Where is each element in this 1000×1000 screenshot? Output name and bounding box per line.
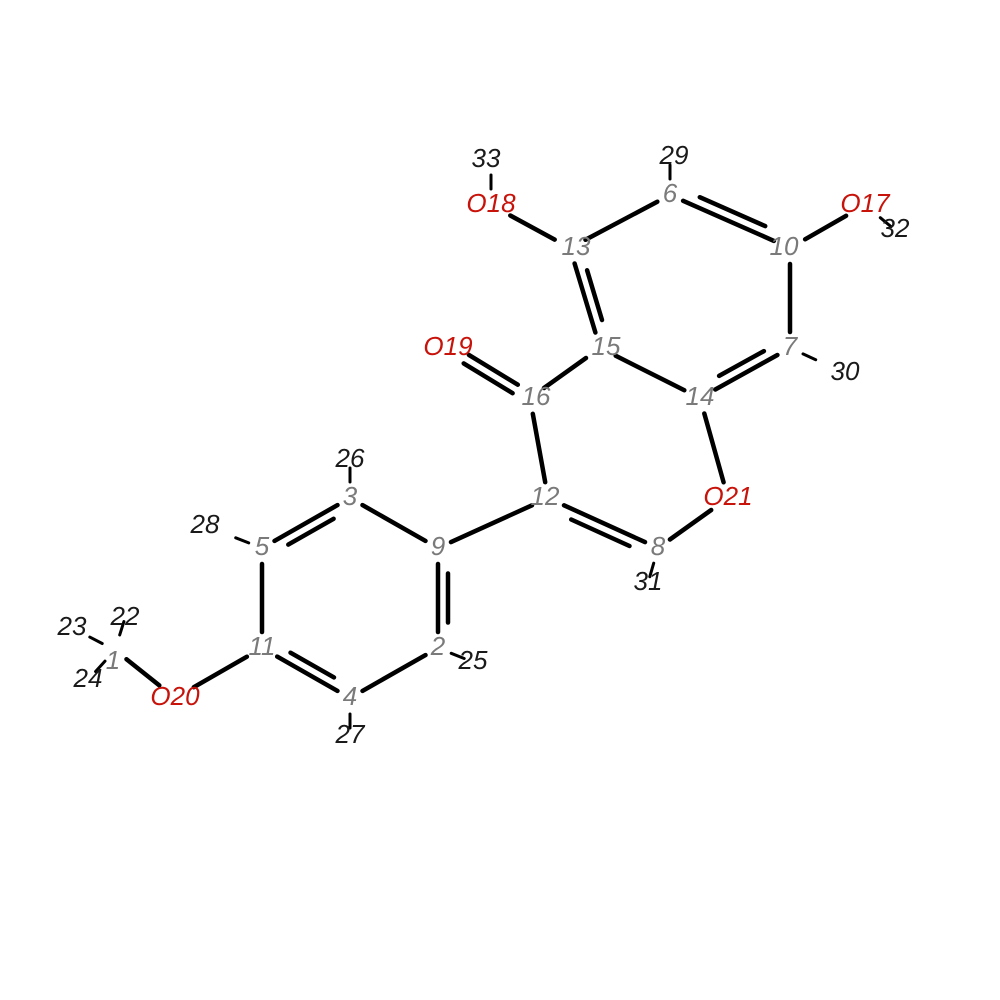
atom-label-20: O20 [150,681,200,711]
atom-label-9: 9 [431,531,445,561]
atom-label-4: 4 [343,681,357,711]
atom-label-10: 10 [770,231,799,261]
atom-label-23: 23 [57,611,87,641]
atom-label-16: 16 [522,381,551,411]
atom-label-24: 24 [73,663,103,693]
atom-label-3: 3 [343,481,358,511]
atom-label-25: 25 [458,645,488,675]
atom-label-11: 11 [249,631,276,661]
labels-layer: 12345678910111213141516O17O18O19O20O2122… [57,140,910,749]
atom-label-14: 14 [686,381,715,411]
atom-label-2: 2 [430,631,446,661]
atom-label-8: 8 [651,531,666,561]
atom-label-1: 1 [106,645,120,675]
atom-label-30: 30 [831,356,860,386]
atom-label-28: 28 [190,509,220,539]
atom-label-13: 13 [562,231,591,261]
atom-label-12: 12 [531,481,560,511]
atom-label-19: O19 [423,331,472,361]
atom-label-31: 31 [634,566,663,596]
atom-label-21: O21 [703,481,752,511]
atom-label-32: 32 [881,213,910,243]
atom-label-27: 27 [335,719,366,749]
atom-label-5: 5 [255,531,270,561]
atom-label-18: O18 [466,188,516,218]
atom-label-15: 15 [592,331,621,361]
atom-label-29: 29 [659,140,689,170]
atom-label-26: 26 [335,443,365,473]
atom-label-33: 33 [472,143,501,173]
atom-label-22: 22 [110,601,140,631]
atom-label-6: 6 [663,178,678,208]
atom-label-7: 7 [783,331,799,361]
molecular-diagram: 12345678910111213141516O17O18O19O20O2122… [0,0,1000,1000]
